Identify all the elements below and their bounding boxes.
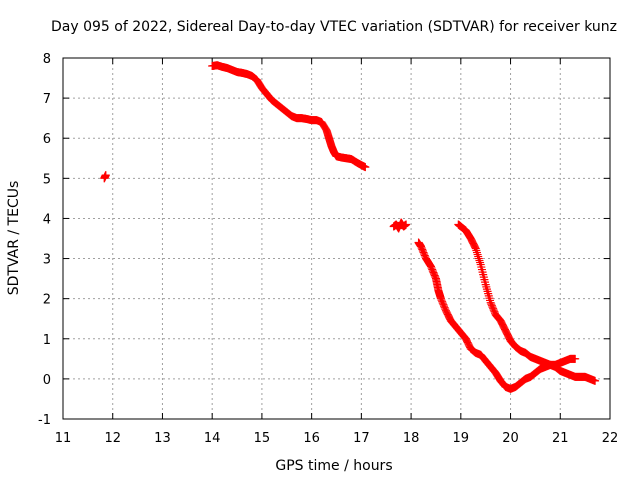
data-point [474,252,483,261]
data-point [476,258,485,267]
x-tick-label: 22 [602,431,619,446]
y-tick-label: 4 [43,212,51,227]
y-tick-labels: -1 0 1 2 3 4 5 6 7 8 [38,52,51,428]
y-tick-label: 0 [43,373,51,388]
data-point [361,163,370,172]
y-tick-label: 8 [43,52,51,67]
data-point [425,260,434,269]
x-tick-label: 11 [55,431,72,446]
data-point [472,246,481,255]
y-tick-label: 6 [43,132,51,147]
y-tick-label: 5 [43,172,51,187]
data-point [101,171,110,180]
data-point [591,376,600,385]
y-tick-label: 7 [43,92,51,107]
x-tick-label: 14 [204,431,221,446]
data-point [471,244,480,253]
data-point [473,250,482,259]
plot-frame [62,57,611,420]
data-points [100,61,600,393]
y-tick-label: 3 [43,253,51,268]
x-tick-labels: 11 12 13 14 15 16 17 18 19 20 21 22 [55,431,619,446]
data-point [472,248,481,257]
x-axis-label: GPS time / hours [275,458,392,474]
y-axis-label: SDTVAR / TECUs [6,181,22,296]
y-tick-label: 2 [43,293,51,308]
data-point [475,256,484,265]
data-point [474,254,483,263]
x-tick-label: 17 [353,431,370,446]
x-tick-label: 18 [403,431,420,446]
x-tick-label: 16 [303,431,320,446]
chart-title: Day 095 of 2022, Sidereal Day-to-day VTE… [51,19,617,35]
x-tick-label: 13 [154,431,171,446]
data-point [402,220,411,229]
grid [63,58,610,419]
y-tick-label: -1 [38,413,51,428]
x-tick-label: 21 [552,431,569,446]
y-tick-label: 1 [43,333,51,348]
x-tick-label: 20 [502,431,519,446]
x-tick-label: 12 [104,431,121,446]
x-tick-label: 19 [453,431,470,446]
data-point [571,354,580,363]
x-tick-label: 15 [254,431,271,446]
axis-ticks [62,57,611,420]
